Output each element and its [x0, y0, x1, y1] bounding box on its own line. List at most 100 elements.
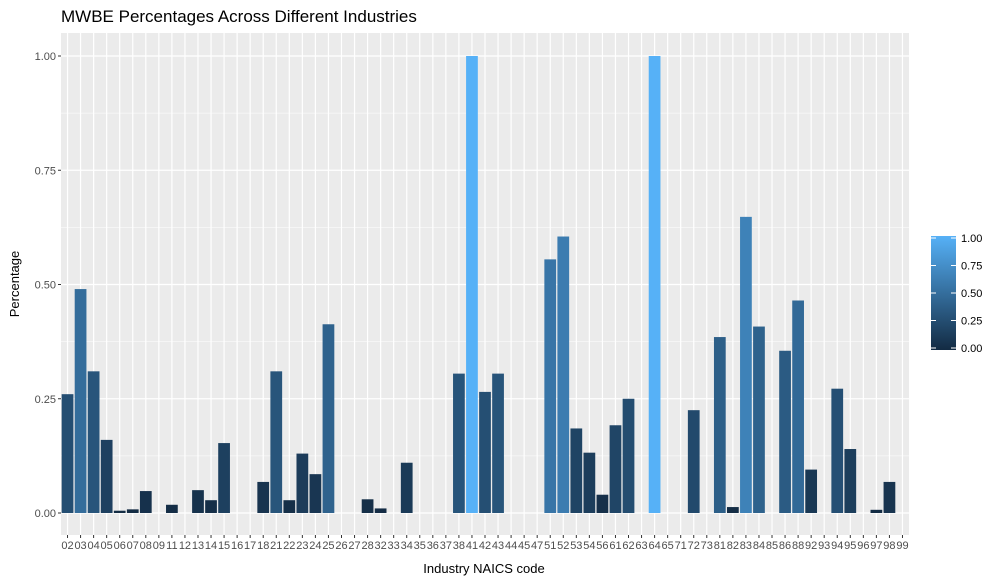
- x-tick-label: 34: [401, 540, 413, 552]
- x-tick-label: 97: [870, 540, 882, 552]
- x-tick-label: 64: [648, 540, 660, 552]
- x-tick-label: 08: [140, 540, 152, 552]
- x-tick-label: 12: [179, 540, 191, 552]
- x-tick-label: 53: [570, 540, 582, 552]
- x-tick-label: 26: [335, 540, 347, 552]
- bar: [74, 289, 87, 513]
- x-tick-label: 71: [675, 540, 687, 552]
- x-tick-label: 37: [440, 540, 452, 552]
- x-tick-label: 52: [557, 540, 569, 552]
- x-tick-label: 93: [818, 540, 830, 552]
- bar: [126, 509, 139, 513]
- legend-tick-label: 0.50: [961, 288, 982, 300]
- x-tick-label: 13: [192, 540, 204, 552]
- x-tick-label: 14: [205, 540, 217, 552]
- bar: [831, 388, 844, 513]
- x-tick-label: 04: [87, 540, 99, 552]
- bar: [139, 491, 152, 513]
- bar: [479, 391, 491, 513]
- y-axis-ticks: 0.00 0.25 0.50 0.75 1.00: [35, 51, 61, 520]
- x-tick-label: 45: [518, 540, 530, 552]
- y-tick-label: 0.00: [35, 508, 56, 520]
- x-tick-label: 42: [479, 540, 491, 552]
- x-axis-ticks: 02 03 04 05 06 07 08 09 11 12 13 14 15 16 17 18 21 22 23 24…: [61, 535, 909, 552]
- y-tick-label: 0.25: [35, 394, 56, 406]
- bar: [322, 324, 335, 513]
- bar: [557, 236, 570, 513]
- bar: [596, 494, 609, 513]
- y-tick-label: 0.50: [35, 280, 56, 292]
- x-tick-label: 33: [388, 540, 400, 552]
- x-tick-label: 03: [74, 540, 86, 552]
- bar: [166, 504, 178, 513]
- x-tick-label: 82: [727, 540, 739, 552]
- x-tick-label: 61: [609, 540, 621, 552]
- x-tick-label: 98: [883, 540, 895, 552]
- bar: [583, 452, 596, 513]
- x-tick-label: 81: [714, 540, 726, 552]
- bar: [283, 500, 296, 513]
- x-tick-label: 35: [414, 540, 426, 552]
- bar: [727, 507, 739, 513]
- bar: [192, 490, 204, 513]
- bar: [257, 481, 270, 513]
- bar: [609, 425, 622, 513]
- x-tick-label: 36: [427, 540, 439, 552]
- x-tick-label: 86: [779, 540, 791, 552]
- bar: [205, 500, 217, 513]
- x-tick-label: 94: [831, 540, 843, 552]
- bars: [61, 56, 896, 513]
- x-tick-label: 56: [596, 540, 608, 552]
- x-tick-label: 83: [740, 540, 752, 552]
- x-tick-label: 21: [270, 540, 282, 552]
- x-tick-label: 43: [492, 540, 504, 552]
- x-tick-label: 38: [453, 540, 465, 552]
- bar: [570, 428, 583, 513]
- x-tick-label: 62: [622, 540, 634, 552]
- bar: [218, 443, 230, 513]
- x-tick-label: 96: [857, 540, 869, 552]
- y-axis-title: Percentage: [7, 251, 22, 318]
- chart-title: MWBE Percentages Across Different Indust…: [61, 7, 417, 26]
- bar: [466, 56, 478, 513]
- bar: [309, 474, 322, 513]
- bar: [805, 469, 818, 513]
- x-tick-label: 28: [361, 540, 373, 552]
- bar: [844, 449, 857, 513]
- x-tick-label: 18: [257, 540, 269, 552]
- bar: [113, 510, 126, 513]
- x-tick-label: 09: [153, 540, 165, 552]
- bar: [296, 453, 309, 513]
- bar: [870, 509, 883, 513]
- bar: [400, 462, 413, 513]
- bar: [792, 300, 804, 513]
- x-tick-label: 06: [114, 540, 126, 552]
- x-tick-label: 22: [283, 540, 295, 552]
- legend-tick-label: 0.00: [961, 343, 982, 355]
- x-tick-label: 27: [348, 540, 360, 552]
- bar: [61, 394, 74, 513]
- x-tick-label: 23: [296, 540, 308, 552]
- x-tick-label: 02: [61, 540, 73, 552]
- x-tick-label: 73: [701, 540, 713, 552]
- x-tick-label: 25: [322, 540, 334, 552]
- legend-tick-label: 0.75: [961, 261, 982, 273]
- x-tick-label: 72: [688, 540, 700, 552]
- bar: [753, 326, 765, 513]
- x-tick-label: 11: [166, 540, 177, 552]
- x-axis-title: Industry NAICS code: [423, 561, 544, 576]
- bar: [100, 439, 113, 513]
- x-tick-label: 32: [375, 540, 387, 552]
- x-tick-label: 95: [844, 540, 856, 552]
- x-tick-label: 41: [466, 540, 478, 552]
- y-tick-label: 0.75: [35, 165, 56, 177]
- bar: [87, 371, 100, 513]
- bar: [622, 398, 635, 513]
- bar: [687, 410, 700, 513]
- x-tick-label: 99: [896, 540, 908, 552]
- color-legend-ticks: 0.00 0.25 0.50 0.75 1.00: [931, 233, 982, 355]
- legend-tick-label: 0.25: [961, 316, 982, 328]
- bar: [713, 337, 726, 513]
- bar: [374, 508, 387, 513]
